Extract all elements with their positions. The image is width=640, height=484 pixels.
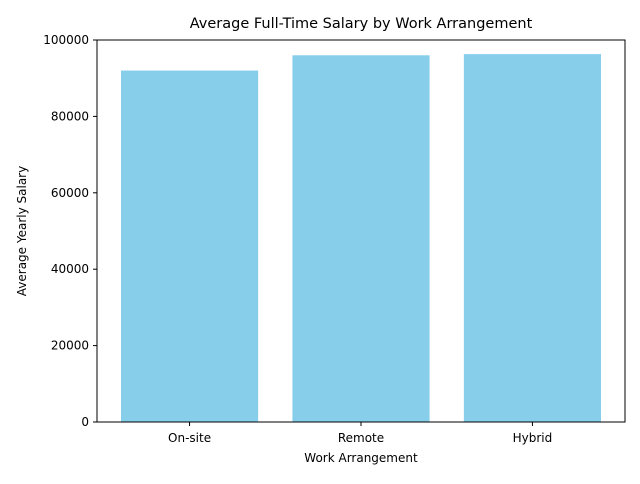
chart-title: Average Full-Time Salary by Work Arrange… <box>190 16 533 32</box>
x-tick-label: On-site <box>168 431 211 445</box>
y-tick-label: 80000 <box>51 109 89 123</box>
y-tick-label: 0 <box>81 415 89 429</box>
bars-layer <box>121 54 601 422</box>
y-tick-label: 60000 <box>51 186 89 200</box>
x-tick-label: Hybrid <box>513 431 553 445</box>
bar-remote <box>292 55 430 422</box>
y-tick-label: 40000 <box>51 262 89 276</box>
bar-on-site <box>121 70 259 422</box>
y-ticks: 0 20000 40000 60000 80000 100000 <box>43 33 97 429</box>
y-tick-label: 100000 <box>43 33 89 47</box>
y-axis-label: Average Yearly Salary <box>15 166 29 296</box>
bar-hybrid <box>463 54 601 422</box>
x-axis-label: Work Arrangement <box>304 451 418 465</box>
x-ticks: On-site Remote Hybrid <box>168 422 552 445</box>
x-tick-label: Remote <box>338 431 384 445</box>
y-tick-label: 20000 <box>51 339 89 353</box>
